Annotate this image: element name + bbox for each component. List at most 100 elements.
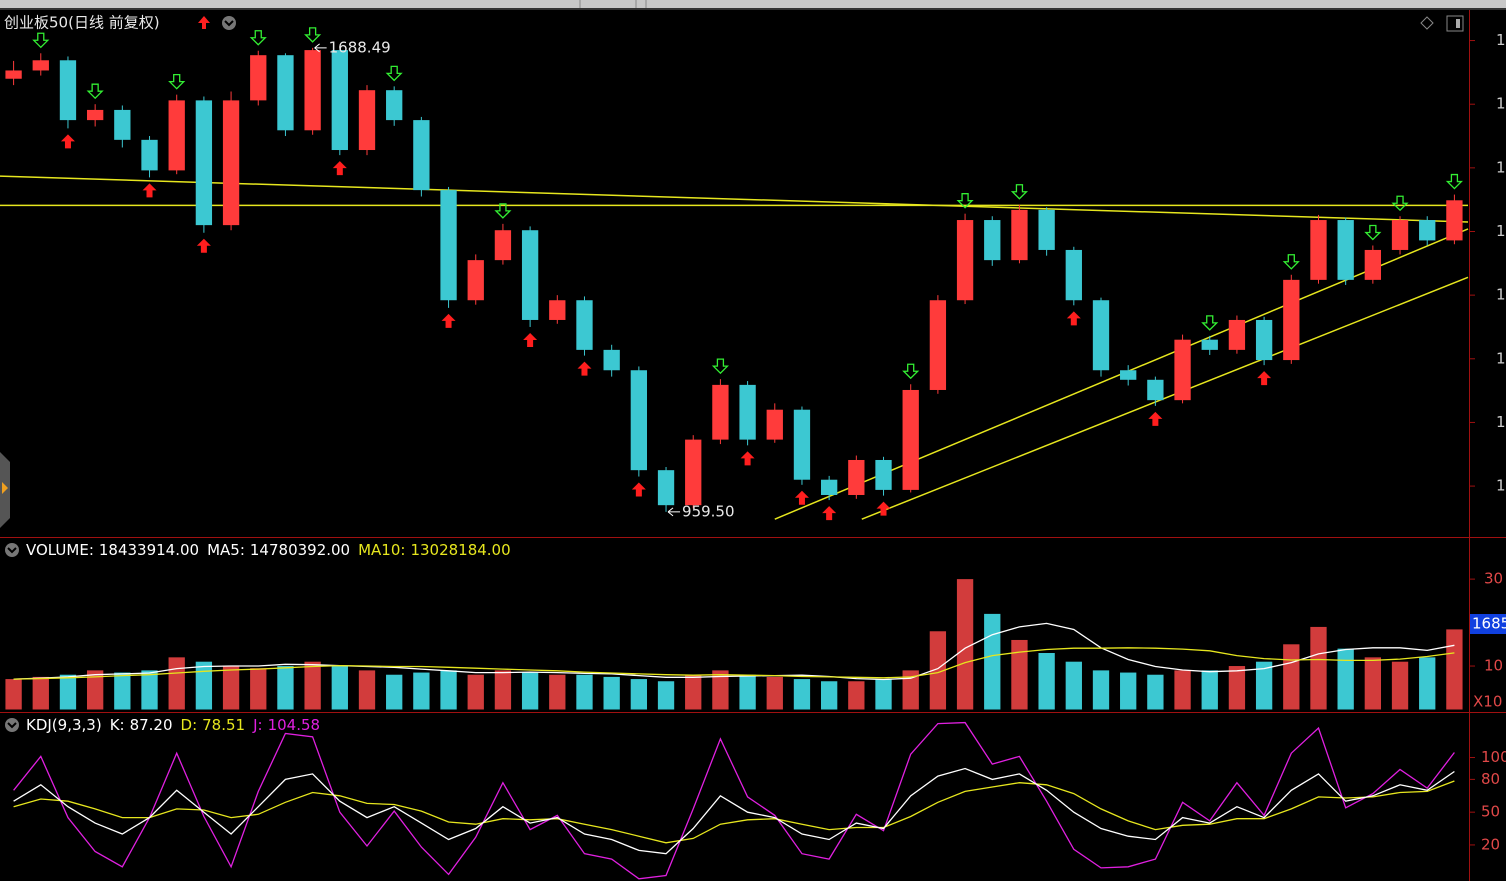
volume-bar bbox=[1011, 639, 1028, 710]
volume-bar bbox=[766, 676, 783, 710]
candle-body bbox=[440, 190, 457, 301]
sell-signal bbox=[1010, 184, 1029, 200]
candle-body bbox=[494, 230, 512, 261]
candle-body bbox=[793, 409, 811, 480]
candle-body bbox=[195, 100, 213, 226]
sell-signal bbox=[1282, 254, 1300, 270]
volume-bar bbox=[304, 661, 321, 710]
legend-title: KDJ(9,3,3) bbox=[26, 716, 102, 734]
candle-body bbox=[1446, 200, 1463, 241]
legend-name: K: bbox=[110, 716, 125, 734]
buy-signal bbox=[876, 501, 891, 516]
y-tick-label: 1400 bbox=[1496, 222, 1506, 240]
candle-body bbox=[467, 260, 484, 301]
legend-value: 104.58 bbox=[268, 716, 321, 734]
trendline bbox=[861, 276, 1469, 520]
volume-bar bbox=[1092, 670, 1110, 710]
candle-body bbox=[1011, 209, 1028, 261]
volume-bar bbox=[712, 670, 729, 710]
menu-button[interactable] bbox=[222, 16, 236, 30]
sell-signal bbox=[902, 363, 920, 380]
candle-body bbox=[1283, 279, 1300, 361]
candle-body bbox=[766, 409, 783, 440]
candle-body bbox=[331, 50, 348, 151]
candle-body bbox=[576, 300, 593, 350]
candle-body bbox=[1174, 339, 1191, 401]
candle-body bbox=[114, 109, 131, 140]
y-tick-label: 1600 bbox=[1496, 95, 1506, 113]
volume-bar bbox=[820, 681, 838, 710]
volume-bar bbox=[793, 679, 811, 710]
volume-bar bbox=[59, 674, 77, 710]
kdj-menu-button[interactable] bbox=[5, 718, 19, 732]
candle-body bbox=[86, 109, 104, 121]
chart-title: 创业板50(日线 前复权) bbox=[4, 14, 160, 32]
buy-signal bbox=[523, 332, 538, 347]
volume-bar bbox=[440, 670, 457, 710]
candle-body bbox=[1201, 339, 1218, 350]
candle-body bbox=[1337, 220, 1354, 280]
price-up-icon[interactable] bbox=[198, 16, 210, 29]
candle-body bbox=[657, 470, 675, 506]
buy-signal bbox=[332, 161, 347, 176]
volume-bar bbox=[521, 672, 539, 710]
sell-signal bbox=[249, 30, 267, 46]
volume-bar bbox=[1228, 666, 1246, 710]
volume-bar bbox=[1255, 661, 1273, 710]
candle-body bbox=[222, 100, 240, 226]
candle-body bbox=[250, 55, 267, 101]
volume-bar bbox=[32, 676, 49, 710]
buy-signal bbox=[142, 183, 157, 198]
volume-bar bbox=[956, 579, 974, 710]
window-button[interactable] bbox=[1446, 15, 1464, 32]
candle-body bbox=[1147, 379, 1164, 401]
candle-body bbox=[875, 459, 892, 490]
legend-name: J: bbox=[252, 716, 262, 734]
y-tick-label: 30 bbox=[1484, 570, 1503, 588]
volume-bar bbox=[739, 674, 756, 710]
candle-body bbox=[168, 100, 185, 171]
diamond-button[interactable] bbox=[1420, 16, 1434, 30]
volume-bar bbox=[222, 666, 240, 710]
candle-body bbox=[386, 90, 403, 121]
volume-bar bbox=[1364, 657, 1382, 710]
volume-bar bbox=[358, 670, 376, 710]
y-tick-label: 20 bbox=[1481, 835, 1500, 853]
volume-bar bbox=[386, 674, 403, 710]
volume-bar bbox=[277, 666, 294, 710]
axis-labels: 1000 1100 1200 1300 1400 1500 1600 1700 10 30 X10 1… bbox=[1472, 31, 1506, 853]
buy-signal bbox=[822, 506, 837, 521]
sell-signal bbox=[385, 65, 403, 82]
candle-body bbox=[848, 459, 865, 495]
annotation-label: 1688.49 bbox=[329, 38, 391, 56]
legend-value: 14780392.00 bbox=[250, 541, 350, 559]
buy-signal bbox=[1148, 411, 1163, 426]
volume-menu-button[interactable] bbox=[5, 543, 19, 557]
volume-bar bbox=[1120, 672, 1137, 710]
y-tick-label: 80 bbox=[1481, 770, 1500, 788]
candle-body bbox=[59, 60, 77, 121]
candle-body bbox=[1092, 300, 1110, 371]
candle-body bbox=[1310, 220, 1327, 280]
candle-body bbox=[685, 439, 702, 506]
volume-bar bbox=[657, 681, 675, 710]
candle-body bbox=[984, 220, 1001, 261]
sell-signal bbox=[1391, 195, 1409, 212]
volume-bar bbox=[494, 670, 512, 710]
buy-signal bbox=[60, 134, 75, 149]
volume-bar bbox=[848, 681, 865, 710]
buy-signal bbox=[631, 482, 646, 497]
volume-legend: VOLUME: 18433914.00 MA5: 14780392.00 MA10: 13… bbox=[26, 541, 511, 559]
sell-signal bbox=[494, 203, 512, 219]
candle-body bbox=[929, 300, 947, 390]
candle-body bbox=[32, 60, 49, 71]
candle-body bbox=[358, 90, 376, 151]
chevron bbox=[7, 722, 17, 729]
annotation-label: 959.50 bbox=[682, 502, 735, 520]
buy-signal bbox=[1066, 311, 1081, 326]
volume-bar bbox=[1391, 661, 1409, 710]
buy-signal bbox=[577, 361, 592, 376]
window-button-inner bbox=[1456, 19, 1460, 28]
